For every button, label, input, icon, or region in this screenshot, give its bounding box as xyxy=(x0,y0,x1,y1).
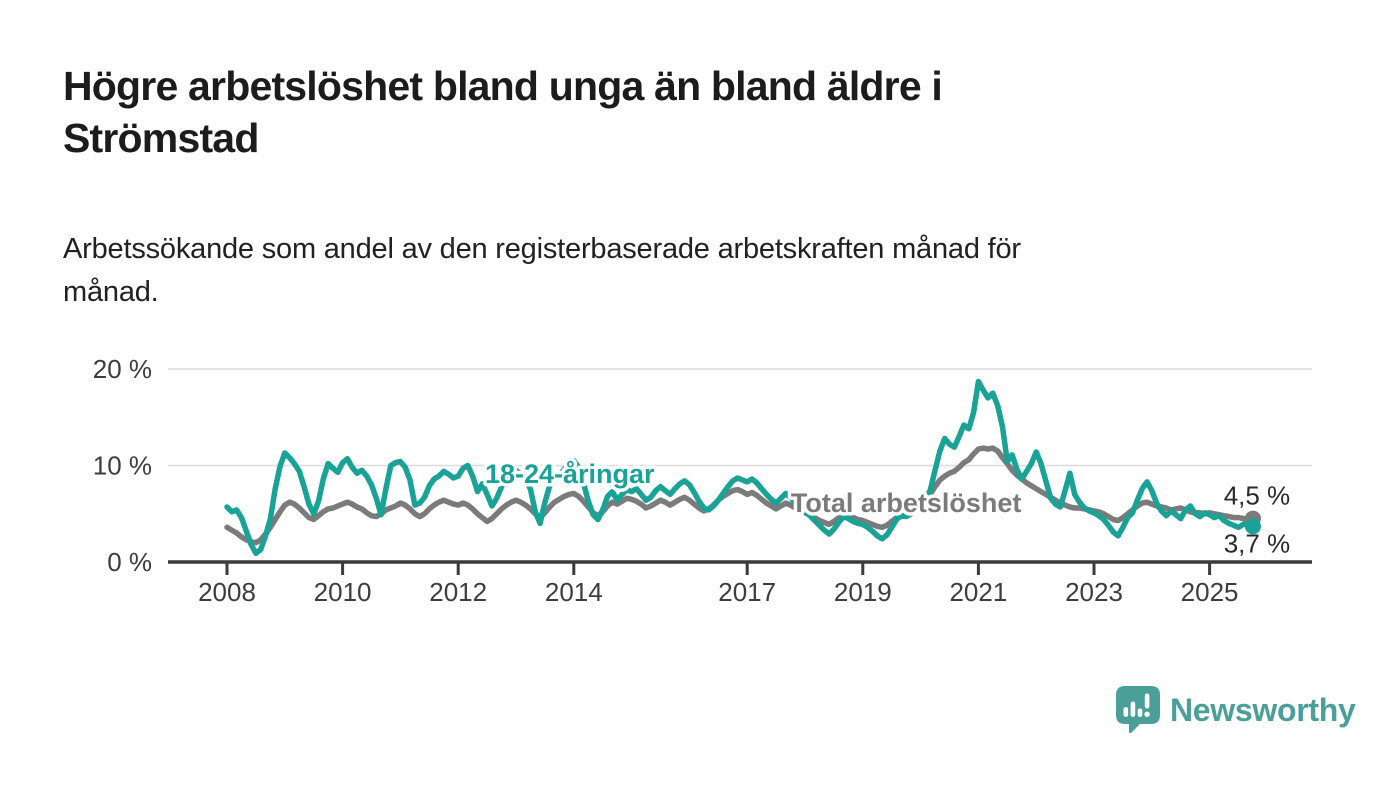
x-axis-tick-label: 2014 xyxy=(545,577,603,607)
page-title: Högre arbetslöshet bland unga än bland ä… xyxy=(63,60,1203,164)
x-axis-tick-label: 2023 xyxy=(1065,577,1123,607)
x-axis-tick-label: 2012 xyxy=(429,577,487,607)
chart-subtitle-line2: månad. xyxy=(63,276,159,308)
series-label: 18-24-åringar xyxy=(485,459,655,489)
newsworthy-logo: Newsworthy xyxy=(1116,686,1356,734)
series-end-value-label: 4,5 % xyxy=(1224,481,1291,511)
series-end-dot xyxy=(1244,518,1261,535)
chart-subtitle-line1: Arbetssökande som andel av den registerb… xyxy=(63,233,1021,265)
x-axis-tick-label: 2010 xyxy=(314,577,372,607)
x-axis-tick-label: 2019 xyxy=(834,577,892,607)
y-axis-tick-label: 20 % xyxy=(93,354,152,384)
newsworthy-wordmark: Newsworthy xyxy=(1170,692,1356,728)
series-label: Total arbetslöshet xyxy=(791,488,1022,518)
y-axis-tick-label: 10 % xyxy=(93,451,152,481)
y-axis-tick-label: 0 % xyxy=(107,547,152,577)
series-end-value-label: 3,7 % xyxy=(1224,528,1291,558)
x-axis-tick-label: 2008 xyxy=(198,577,256,607)
series-line-total-arbetsl-shet xyxy=(224,445,1256,546)
page-title-line1: Högre arbetslöshet bland unga än bland ä… xyxy=(63,63,943,109)
newsworthy-bubble-chart-icon xyxy=(1116,686,1160,734)
page-title-line2: Strömstad xyxy=(63,115,259,161)
x-axis: 2008 2010 2012 2014 2017 2019 2021 2023 2025 xyxy=(198,562,1239,607)
x-axis-tick-label: 2021 xyxy=(949,577,1007,607)
chart-subtitle: Arbetssökande som andel av den registerb… xyxy=(63,228,1303,314)
y-grid: 0 % 10 % 20 % xyxy=(93,354,1312,577)
x-axis-tick-label: 2017 xyxy=(718,577,776,607)
series-line-18-24-ringar xyxy=(224,378,1256,557)
x-axis-tick-label: 2025 xyxy=(1181,577,1239,607)
